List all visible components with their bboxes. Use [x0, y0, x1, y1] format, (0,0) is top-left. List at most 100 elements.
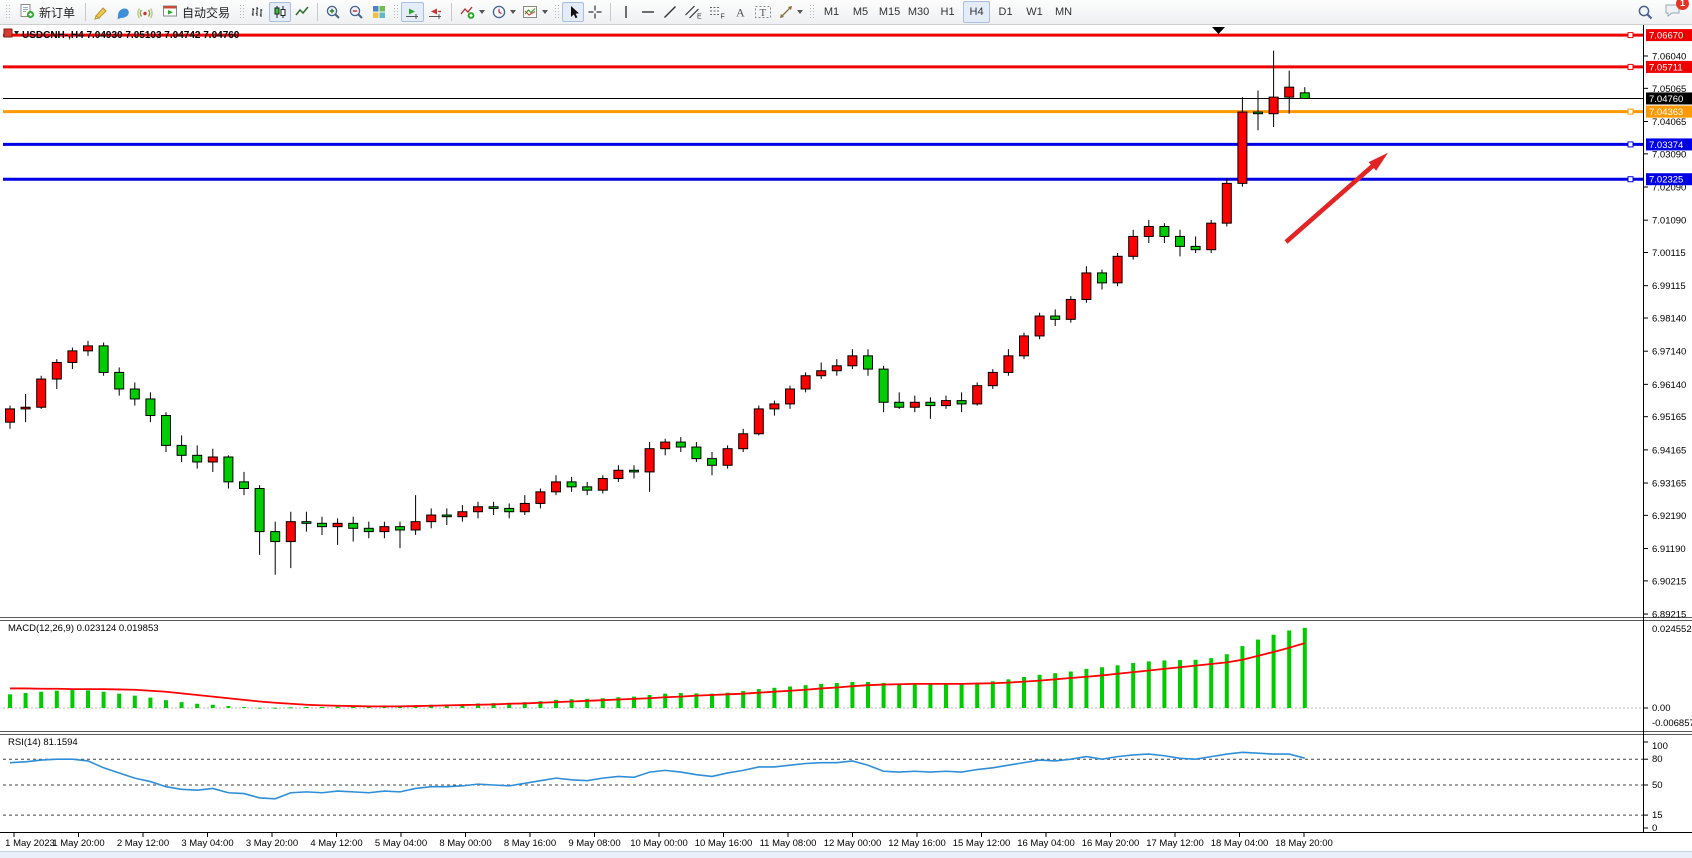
- horizontal-line-button[interactable]: [637, 2, 659, 22]
- community-button[interactable]: [112, 2, 134, 22]
- macd-bar: [663, 693, 668, 708]
- auto-scroll-button[interactable]: [401, 2, 425, 22]
- price-axis[interactable]: 7.06040 7.05065 7.04065 7.03090 7.02090 7.010…: [1643, 29, 1692, 834]
- toolbar-grip[interactable]: [5, 4, 10, 20]
- candle-body: [161, 415, 171, 446]
- timeframe-D1[interactable]: D1: [998, 6, 1013, 18]
- price-tick-label: 6.92190: [1652, 511, 1686, 522]
- hline-handle: [1627, 63, 1634, 70]
- timeframe-M1[interactable]: M1: [823, 6, 840, 18]
- cursor-button[interactable]: [562, 2, 585, 22]
- notifications-button[interactable]: 1: [1664, 0, 1689, 23]
- candle-body: [863, 355, 873, 370]
- trendline-button[interactable]: [659, 2, 681, 22]
- timeframe-M15[interactable]: M15: [878, 6, 901, 18]
- toolbar-grip[interactable]: [393, 4, 399, 20]
- candle-body: [270, 531, 281, 543]
- rsi-panel: [9, 751, 1306, 800]
- candle-body: [239, 481, 249, 490]
- fibonacci-icon: F: [710, 7, 725, 20]
- macd-bar: [1053, 673, 1058, 708]
- toolbar-grip[interactable]: [809, 4, 815, 20]
- hline-7.03374[interactable]: [3, 141, 1643, 148]
- indicators-icon: [460, 6, 475, 19]
- bar-chart-button[interactable]: [247, 2, 269, 22]
- chart-area[interactable]: 7.06040 7.05065 7.04065 7.03090 7.02090 7.010…: [0, 25, 1692, 851]
- svg-text:E: E: [697, 14, 702, 21]
- chart-shift-button[interactable]: [424, 2, 447, 22]
- candle-body: [1237, 111, 1248, 184]
- toolbar-grip[interactable]: [554, 4, 560, 20]
- macd-bar: [491, 703, 496, 708]
- candle-body: [785, 388, 795, 405]
- hline-7.06670[interactable]: [3, 32, 1643, 39]
- candle-body: [582, 486, 593, 491]
- shift-marker[interactable]: [1212, 27, 1225, 34]
- new-order-button[interactable]: 新订单: [13, 2, 81, 22]
- candle-body: [925, 401, 936, 407]
- candle-body: [1221, 182, 1232, 224]
- zoom-out-button[interactable]: [345, 2, 368, 22]
- candle-body: [629, 469, 639, 473]
- candle-body: [457, 511, 468, 518]
- text-button[interactable]: A: [729, 2, 751, 22]
- candle-body: [597, 478, 608, 491]
- svg-text:T: T: [760, 7, 767, 19]
- indicators-button[interactable]: [456, 2, 488, 22]
- crosshair-button[interactable]: [584, 2, 606, 22]
- macd-bar: [195, 703, 200, 708]
- tile-windows-button[interactable]: [368, 2, 390, 22]
- macd-bar: [1162, 660, 1167, 708]
- macd-bar: [148, 697, 153, 708]
- arrows-button[interactable]: [775, 2, 806, 22]
- crayon-button[interactable]: [90, 2, 112, 22]
- candlestick-chart-button[interactable]: [269, 2, 292, 22]
- line-chart-button[interactable]: [291, 2, 313, 22]
- time-tick-label: 11 May 08:00: [760, 838, 817, 849]
- macd-bar: [86, 690, 90, 708]
- hline-7.05711[interactable]: [3, 63, 1643, 70]
- templates-button[interactable]: [519, 2, 551, 22]
- fibonacci-button[interactable]: F: [705, 2, 729, 22]
- timeframe-H1[interactable]: H1: [940, 6, 955, 18]
- svg-text:7.04363: 7.04363: [1649, 107, 1683, 118]
- timeframe-W1[interactable]: W1: [1026, 6, 1043, 18]
- auto-trading-button[interactable]: 自动交易: [156, 2, 236, 22]
- candle-body: [519, 502, 530, 513]
- timeframe-M30[interactable]: M30: [907, 6, 930, 18]
- search-icon[interactable]: [1637, 4, 1654, 21]
- rsi-level-label: 15: [1652, 810, 1663, 821]
- text-label-button[interactable]: T: [751, 2, 775, 22]
- candle-body: [613, 469, 624, 480]
- separator: [451, 3, 453, 21]
- toolbar-grip[interactable]: [239, 4, 245, 20]
- line-chart-icon: [295, 6, 309, 16]
- trend-arrow-annotation[interactable]: [1284, 152, 1389, 244]
- candle-body: [51, 361, 62, 380]
- macd-bar: [476, 703, 480, 708]
- hline-7.04363[interactable]: [3, 108, 1643, 115]
- dropdown-caret: [542, 10, 549, 14]
- bird-icon: [117, 8, 129, 20]
- timeframe-MN[interactable]: MN: [1054, 6, 1073, 18]
- macd-bar: [585, 698, 590, 708]
- signal-button[interactable]: [134, 2, 156, 22]
- vertical-line-button[interactable]: [615, 2, 637, 22]
- macd-bar: [632, 696, 636, 708]
- candle-body: [566, 481, 577, 488]
- macd-bar: [803, 685, 808, 708]
- timeframe-H4[interactable]: H4: [963, 1, 991, 23]
- tile-windows-icon: [373, 6, 386, 18]
- macd-bar: [694, 693, 699, 708]
- macd-bar: [600, 698, 605, 708]
- periods-button[interactable]: [488, 2, 519, 22]
- zoom-in-button[interactable]: [322, 2, 345, 22]
- timeframe-M5[interactable]: M5: [852, 6, 869, 18]
- equidistant-channel-button[interactable]: E: [681, 2, 705, 22]
- candle-body: [1159, 225, 1170, 237]
- hline-7.02325[interactable]: [3, 176, 1643, 183]
- macd-bar: [1224, 654, 1229, 708]
- macd-zero-label: 0.00: [1652, 703, 1671, 714]
- candlestick-chart-icon: [274, 6, 286, 18]
